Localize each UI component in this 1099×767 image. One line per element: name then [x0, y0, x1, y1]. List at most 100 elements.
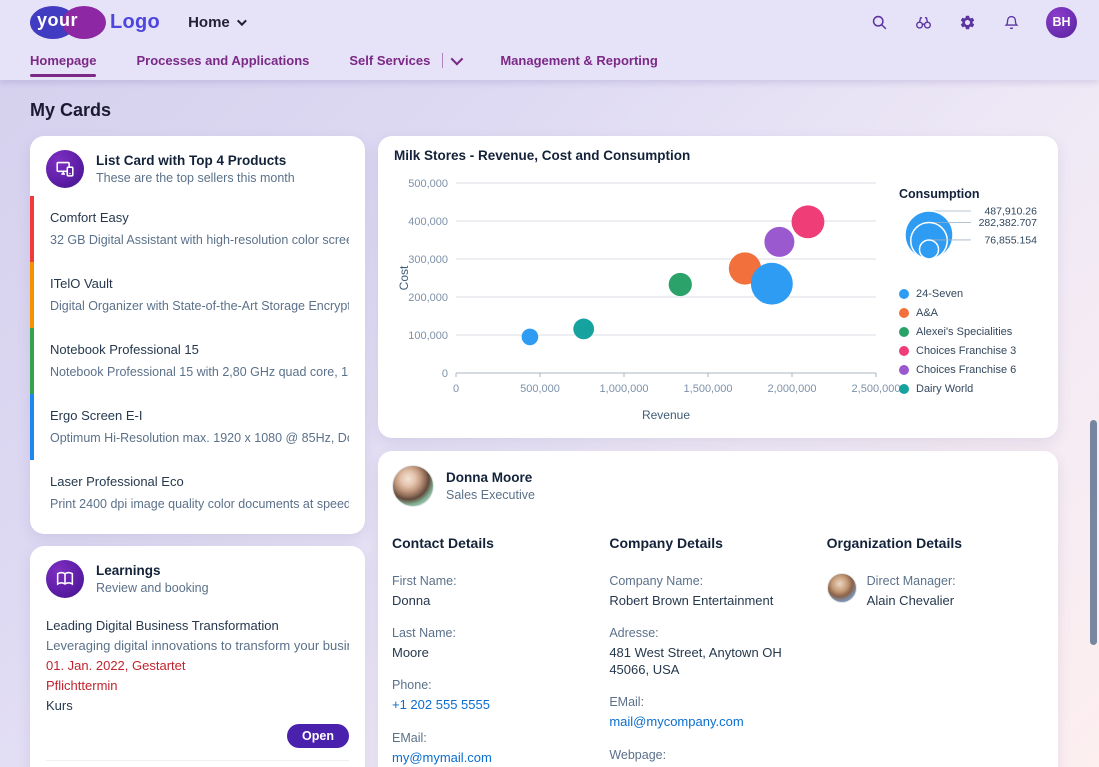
open-book-icon	[46, 560, 84, 598]
section-heading: Contact Details	[392, 535, 494, 551]
home-menu-label: Home	[188, 13, 230, 31]
contact-details-section: Contact Details First Name: Donna Last N…	[392, 535, 609, 767]
legend-color-dot	[899, 384, 909, 394]
field-webpage: Webpage: www.company_a.example.com	[609, 748, 667, 762]
right-column: Milk Stores - Revenue, Cost and Consumpt…	[378, 136, 1058, 767]
status-bar	[30, 196, 34, 262]
divider	[46, 760, 349, 761]
tab-self-services[interactable]: Self Services	[349, 48, 464, 77]
status-bar	[30, 394, 34, 460]
tab-processes-and-applications[interactable]: Processes and Applications	[136, 53, 310, 68]
legend-item[interactable]: Dairy World	[899, 383, 1039, 395]
profile-card: Donna Moore Sales Executive Contact Deta…	[378, 451, 1058, 767]
field-email: EMail: my@mymail.com	[392, 731, 492, 765]
legend-item[interactable]: Choices Franchise 6	[899, 364, 1039, 376]
manager-avatar	[826, 573, 857, 603]
logo-text-logo: Logo	[110, 10, 161, 33]
legend-item[interactable]: 24-Seven	[899, 288, 1039, 300]
field-company-name: Company Name: Robert Brown Entertainment	[609, 574, 774, 608]
x-tick-label: 2,500,000	[852, 383, 901, 395]
chart-bubble[interactable]	[764, 226, 795, 257]
x-tick-label: 1,000,000	[600, 383, 649, 395]
shell-icon-group: BH	[870, 6, 1077, 38]
devices-icon	[46, 150, 84, 188]
open-button[interactable]: Open	[287, 724, 349, 748]
list-item[interactable]: Laser Professional Eco Print 2400 dpi im…	[30, 460, 365, 526]
legend-color-dot	[899, 327, 909, 337]
field-phone: Phone: +1 202 555 5555	[392, 678, 490, 712]
y-tick-label: 200,000	[408, 292, 448, 304]
home-menu-button[interactable]: Home	[188, 13, 247, 31]
legend-item[interactable]: Choices Franchise 3	[899, 345, 1039, 357]
legend-color-dot	[899, 365, 909, 375]
top-products-card: List Card with Top 4 Products These are …	[30, 136, 365, 534]
list-item[interactable]: Comfort Easy 32 GB Digital Assistant wit…	[30, 196, 365, 262]
y-axis-title: Cost	[397, 265, 411, 290]
email-link[interactable]: my@mymail.com	[392, 750, 492, 765]
page-content: My Cards List Card with Top 4 P	[0, 80, 1099, 767]
size-legend-value: 76,855.154	[984, 234, 1037, 246]
profile-name: Donna Moore	[446, 469, 533, 485]
legend-label: Dairy World	[916, 383, 974, 395]
course-name[interactable]: Leading Digital Business Transformation	[46, 618, 279, 633]
section-heading: Company Details	[609, 535, 723, 551]
x-tick-label: 2,000,000	[768, 383, 817, 395]
legend-label: Choices Franchise 3	[916, 345, 1017, 357]
user-avatar[interactable]: BH	[1046, 6, 1077, 38]
chevron-down-icon[interactable]	[450, 52, 464, 66]
list-item[interactable]: Ergo Screen E-I Optimum Hi-Resolution ma…	[30, 394, 365, 460]
vertical-scrollbar-thumb[interactable]	[1090, 420, 1097, 645]
company-email-link[interactable]: mail@mycompany.com	[609, 714, 744, 729]
top-products-card-header[interactable]: List Card with Top 4 Products These are …	[30, 136, 365, 196]
legend-label: Choices Franchise 6	[916, 364, 1017, 376]
status-bar	[30, 328, 34, 394]
tab-homepage[interactable]: Homepage	[30, 48, 97, 77]
legend-item[interactable]: Alexei's Specialities	[899, 326, 1039, 338]
search-icon[interactable]	[870, 13, 888, 31]
company-logo: your Logo	[30, 4, 160, 40]
legend-item[interactable]: A&A	[899, 307, 1039, 319]
x-tick-label: 500,000	[520, 383, 560, 395]
product-list: Comfort Easy 32 GB Digital Assistant wit…	[30, 196, 365, 534]
legend-color-dot	[899, 289, 909, 299]
list-item[interactable]: Notebook Professional 15 Notebook Profes…	[30, 328, 365, 394]
gear-icon[interactable]	[958, 13, 976, 31]
organization-details-section: Organization Details Direct Manager: Ala…	[826, 535, 1044, 767]
avatar	[392, 465, 434, 507]
chart-card: Milk Stores - Revenue, Cost and Consumpt…	[378, 136, 1058, 438]
chart-title: Milk Stores - Revenue, Cost and Consumpt…	[394, 148, 691, 163]
chart-bubble[interactable]	[750, 262, 793, 305]
binoculars-icon[interactable]	[914, 13, 932, 31]
shell-header: your Logo Home BH	[0, 0, 1099, 44]
logo-mark: your	[30, 4, 120, 40]
card-subtitle: These are the top sellers this month	[96, 170, 295, 185]
list-item[interactable]: ITelO Vault Digital Organizer with State…	[30, 262, 365, 328]
field-address: Adresse: 481 West Street, Anytown OH 450…	[609, 626, 782, 677]
course-description: Leveraging digital innovations to transf…	[46, 638, 349, 653]
bell-icon[interactable]	[1002, 13, 1020, 31]
learnings-card-header[interactable]: Learnings Review and booking	[30, 546, 365, 606]
page-title: My Cards	[30, 100, 112, 120]
left-column: List Card with Top 4 Products These are …	[30, 136, 365, 767]
legend-items: 24-Seven A&A Alexei's Specialities Choices …	[899, 288, 1039, 395]
section-heading: Organization Details	[826, 535, 963, 551]
status-bar	[30, 460, 34, 526]
company-details-section: Company Details Company Name: Robert Bro…	[609, 535, 826, 767]
field-last-name: Last Name: Moore	[392, 626, 456, 660]
tab-management-reporting[interactable]: Management & Reporting	[500, 53, 658, 68]
phone-link[interactable]: +1 202 555 5555	[392, 697, 490, 712]
chart-bubble[interactable]	[791, 205, 825, 239]
card-subtitle: Review and booking	[96, 580, 209, 595]
tab-separator	[442, 53, 444, 68]
main-navigation: Homepage Processes and Applications Self…	[0, 44, 1099, 80]
y-tick-label: 500,000	[408, 178, 448, 190]
course-date-status: 01. Jan. 2022, Gestartet	[46, 658, 186, 673]
field-first-name: First Name: Donna	[392, 574, 457, 608]
direct-manager-row: Direct Manager: Alain Chevalier	[826, 573, 1044, 609]
y-tick-label: 400,000	[408, 216, 448, 228]
chart-bubble[interactable]	[521, 328, 539, 346]
chart-bubble[interactable]	[573, 318, 595, 340]
chart-bubble[interactable]	[668, 272, 692, 297]
course-requirement: Pflichttermin	[46, 678, 118, 693]
